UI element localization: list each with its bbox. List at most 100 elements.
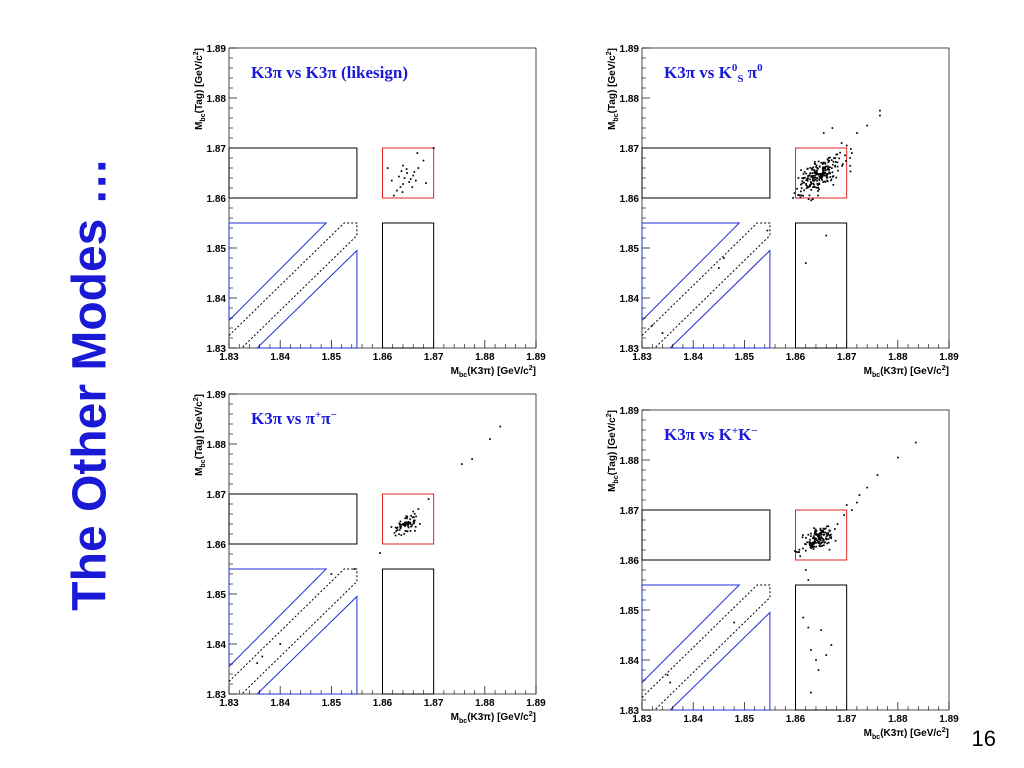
data-point: [792, 197, 794, 199]
signal-box: [795, 509, 848, 561]
data-point: [823, 167, 826, 170]
data-point: [827, 525, 830, 528]
data-point: [820, 161, 823, 164]
data-point: [817, 184, 819, 186]
data-point: [801, 182, 803, 185]
y-tick-label: 1.89: [620, 406, 640, 417]
data-point: [820, 536, 822, 539]
data-point: [416, 152, 419, 154]
data-point: [819, 532, 822, 535]
data-point: [411, 516, 414, 519]
data-point: [815, 532, 818, 535]
data-point: [824, 181, 827, 183]
data-point: [803, 171, 806, 173]
plot-title: K3π vs π+π−: [251, 409, 337, 428]
data-point: [813, 539, 816, 541]
data-point: [822, 174, 824, 177]
data-point: [820, 174, 822, 176]
data-point: [404, 530, 407, 532]
data-point: [815, 539, 818, 542]
data-point: [818, 545, 821, 547]
data-point: [413, 520, 415, 523]
y-tick-label: 1.86: [620, 556, 640, 567]
data-point: [410, 525, 412, 528]
data-point: [404, 523, 407, 526]
data-point: [822, 544, 825, 547]
data-point: [814, 531, 817, 533]
data-point: [409, 518, 411, 521]
data-point: [826, 158, 829, 161]
data-point: [807, 177, 810, 180]
data-point: [802, 177, 805, 180]
data-point: [822, 161, 825, 164]
data-point: [809, 185, 811, 188]
axis-ticks: 1.83 1.84 1.85 1.86 1.87 1.88 1.89 1.83 1.84 1.85…: [207, 44, 547, 363]
data-point: [825, 169, 827, 171]
data-point: [817, 669, 820, 671]
data-point: [411, 523, 414, 526]
data-point: [849, 164, 852, 167]
y-tick-label: 1.86: [207, 194, 227, 205]
dashed-band: [228, 222, 358, 349]
data-point: [816, 167, 818, 169]
data-point: [817, 538, 820, 540]
data-point: [822, 527, 825, 530]
data-point: [806, 168, 809, 170]
x-tick-label: 1.83: [632, 352, 652, 363]
y-tick-label: 1.86: [207, 540, 227, 551]
data-point: [827, 161, 830, 164]
data-point: [825, 175, 828, 177]
y-tick-label: 1.84: [620, 656, 640, 667]
data-points: [386, 147, 435, 197]
data-point: [821, 541, 824, 543]
region-boxes: [641, 147, 848, 349]
data-point: [797, 177, 800, 179]
data-point: [808, 185, 811, 188]
data-point: [816, 169, 818, 172]
data-point: [811, 176, 814, 179]
data-point: [819, 527, 822, 530]
scatter-plot-likesign: 1.83 1.84 1.85 1.86 1.87 1.88 1.89 1.83 1.84 1.85…: [193, 44, 547, 379]
data-point: [827, 532, 830, 534]
scatter-plot-pipi: 1.83 1.84 1.85 1.86 1.87 1.88 1.89 1.83 1.84 1.85…: [193, 390, 546, 725]
data-point: [822, 529, 824, 532]
data-point: [812, 180, 815, 182]
signal-box: [382, 493, 435, 545]
dashed-band: [228, 568, 358, 695]
data-point: [813, 172, 816, 174]
data-point: [836, 161, 839, 164]
data-point: [829, 172, 832, 175]
data-point: [820, 533, 822, 536]
y-tick-label: 1.89: [620, 44, 640, 55]
data-point: [822, 539, 825, 542]
blue-band-lower: [669, 611, 771, 711]
x-tick-label: 1.89: [526, 352, 546, 363]
data-point: [414, 179, 417, 182]
data-point: [818, 532, 821, 535]
data-point: [845, 160, 847, 162]
x-tick-label: 1.87: [837, 352, 857, 363]
data-point: [824, 162, 827, 165]
data-point: [914, 441, 917, 444]
data-point: [819, 538, 821, 541]
blue-band-lower: [256, 595, 358, 695]
region-boxes: [641, 509, 848, 711]
data-point: [802, 616, 805, 619]
data-point: [821, 544, 824, 547]
data-point: [807, 533, 810, 536]
data-point: [897, 456, 899, 459]
data-point: [810, 199, 813, 202]
blue-band-upper: [228, 222, 328, 321]
x-tick-label: 1.83: [632, 714, 652, 725]
data-point: [404, 517, 407, 520]
data-point: [414, 525, 417, 528]
data-points: [256, 425, 502, 664]
data-point: [816, 182, 819, 185]
data-point: [409, 178, 412, 180]
data-point: [876, 474, 879, 476]
data-point: [810, 545, 813, 547]
data-point: [810, 189, 813, 191]
data-point: [829, 166, 831, 169]
data-point: [823, 172, 825, 174]
data-point: [813, 545, 816, 548]
